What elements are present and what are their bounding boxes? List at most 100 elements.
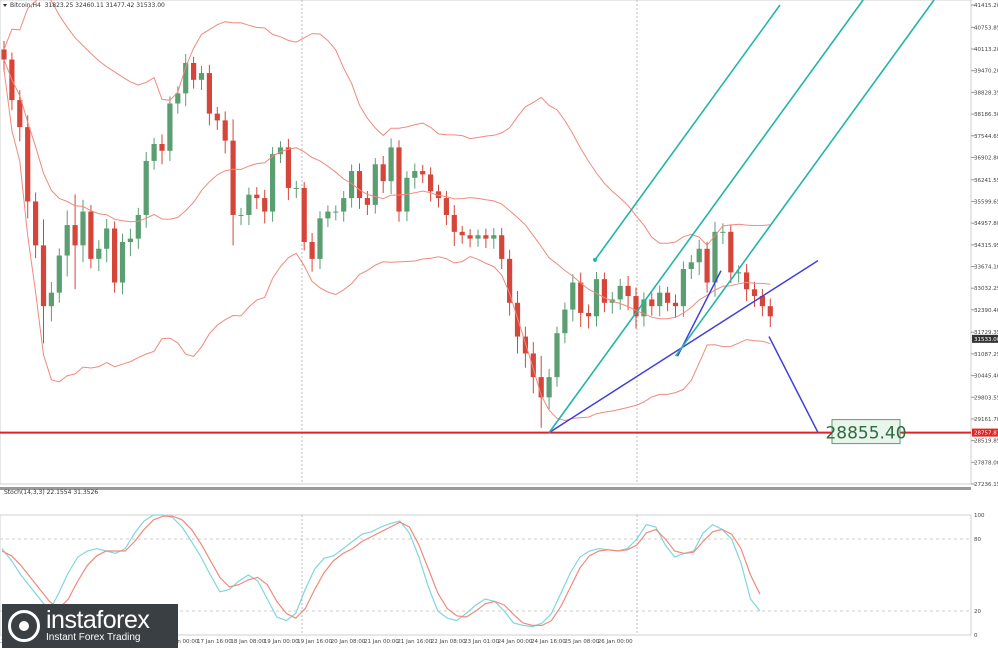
trend-line xyxy=(548,259,819,434)
logo-icon xyxy=(8,610,40,642)
candle-bull xyxy=(198,73,205,80)
candle-bear xyxy=(459,231,465,236)
price-tick-label: 28519.85 xyxy=(974,439,998,445)
price-tick-label: 34315.95 xyxy=(974,243,998,249)
time-tick-label: 26 Jan 00:00 xyxy=(598,639,633,645)
target-label-box xyxy=(831,419,901,445)
time-tick-label: 24 Jan 16:00 xyxy=(531,639,566,645)
candle-bull xyxy=(143,160,149,215)
candle-bull xyxy=(688,262,694,270)
candle-bear xyxy=(364,198,370,205)
candle-bear xyxy=(586,312,592,317)
candle-bull xyxy=(104,228,110,249)
price-tick-label: 29803.55 xyxy=(974,395,998,401)
price-tick-label: 41415.20 xyxy=(974,3,998,9)
candle-bull xyxy=(372,164,378,205)
price-tick-label: 30445.40 xyxy=(974,374,998,380)
price-tick-label: 40753.85 xyxy=(974,25,998,31)
price-tick-label: 35599.65 xyxy=(974,199,998,205)
candle-bull xyxy=(491,235,497,239)
candle-bull xyxy=(135,214,141,239)
dropdown-icon xyxy=(3,4,7,7)
time-tick-label: 17 Jan 00:00 xyxy=(164,639,199,645)
candle-bear xyxy=(443,198,449,215)
candle-bull xyxy=(554,333,560,378)
candle-bear xyxy=(1,49,7,60)
candle-bear xyxy=(40,245,47,307)
candle-bear xyxy=(159,144,165,151)
candle-bull xyxy=(475,235,481,239)
candle-bear xyxy=(601,279,607,303)
price-tick-label: 33032.25 xyxy=(974,286,998,292)
candle-bull xyxy=(80,211,86,246)
candle-bull xyxy=(736,272,742,274)
candle-bear xyxy=(522,336,528,354)
candle-bull xyxy=(246,194,252,215)
candle-bear xyxy=(759,296,765,307)
target-label-text: 28855.40 xyxy=(825,424,906,444)
candle-bull xyxy=(680,269,686,307)
candle-bear xyxy=(451,214,457,232)
stoch-signal-line xyxy=(1,515,761,626)
price-tick-label: 38828.35 xyxy=(974,90,998,96)
candle-bear xyxy=(112,228,118,283)
oscillator-tick-label: 80 xyxy=(974,537,981,543)
candle-bear xyxy=(625,285,631,297)
candle-bear xyxy=(538,377,544,398)
candle-bull xyxy=(696,248,702,263)
price-tick-label: 39470.20 xyxy=(974,69,998,75)
trend-line-upper xyxy=(676,270,722,357)
candle-bear xyxy=(578,282,584,313)
candle-bear xyxy=(767,306,773,317)
candle-bull xyxy=(151,144,157,161)
symbol-info: Bitcoin,H4 31823.25 32460.11 31477.42 31… xyxy=(10,2,165,9)
pane-separator xyxy=(0,487,971,490)
price-tick-label: 40113.20 xyxy=(974,47,998,53)
price-tick-label: 33674.10 xyxy=(974,265,998,271)
candle-bear xyxy=(728,231,734,273)
target-label: 28855.40 xyxy=(825,419,907,445)
candle-bear xyxy=(254,194,260,199)
time-tick-label: 25 Jan 08:00 xyxy=(564,639,599,645)
candle-bull xyxy=(56,255,62,293)
candle-bull xyxy=(657,292,663,307)
candle-bear xyxy=(507,258,513,303)
candle-bull xyxy=(562,309,568,334)
candle-bear xyxy=(191,62,197,80)
candle-bear xyxy=(751,289,758,297)
projection-line xyxy=(768,336,819,433)
candle-bear xyxy=(744,272,750,290)
stoch-main-line xyxy=(1,514,761,628)
time-tick-label: 19 Jan 00:00 xyxy=(264,639,299,645)
time-tick-label: 23 Jan 01:00 xyxy=(464,639,499,645)
candle-bear xyxy=(33,201,39,246)
level-price-label: 28757.87 xyxy=(974,431,998,437)
candle-bull xyxy=(720,231,726,233)
candle-bear xyxy=(17,100,23,128)
candle-bear xyxy=(530,353,536,378)
candle-bear xyxy=(25,127,31,202)
current-price-label: 31533.00 xyxy=(974,337,998,343)
price-tick-label: 27878.00 xyxy=(974,460,998,466)
logo-brand: instaforex xyxy=(46,606,150,634)
price-tick-label: 31729.35 xyxy=(974,330,998,336)
candle-bull xyxy=(238,214,244,216)
candle-bull xyxy=(412,171,418,178)
candle-bull xyxy=(341,198,347,212)
candle-bear xyxy=(428,174,434,192)
candle-bear xyxy=(262,198,268,212)
price-tick-label: 32390.40 xyxy=(974,308,998,314)
oscillator-tick-label: 20 xyxy=(974,609,981,615)
price-tick-label: 38186.30 xyxy=(974,112,998,118)
oscillator-tick-label: 100 xyxy=(974,513,985,519)
candle-bear xyxy=(704,248,710,283)
candle-bull xyxy=(183,62,189,94)
candle-bear xyxy=(88,211,94,259)
price-tick-label: 36902.80 xyxy=(974,155,998,161)
candle-bear xyxy=(72,225,78,246)
candle-bull xyxy=(570,282,576,310)
candle-bull xyxy=(617,285,623,300)
candle-bull xyxy=(333,211,339,213)
price-tick-label: 34957.80 xyxy=(974,221,998,227)
